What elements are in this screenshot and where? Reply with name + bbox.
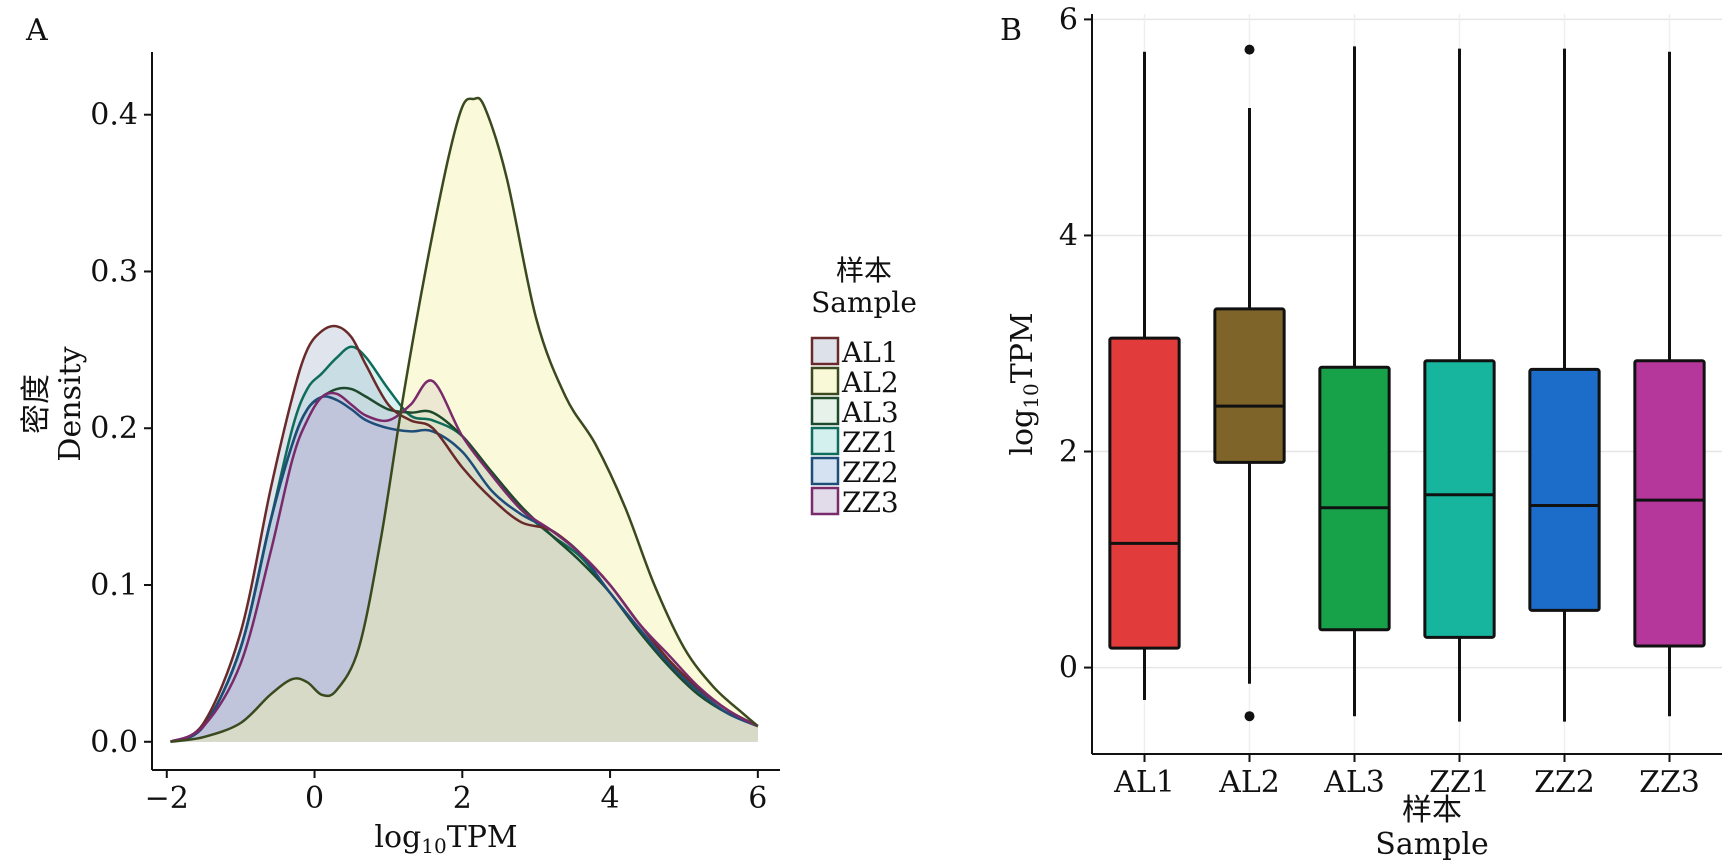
panel-a-y-axis-title-en: Density [53,346,88,461]
x-tick-label: 4 [601,781,620,816]
panel-b-x-ticks: AL1 AL2 AL3 ZZ1 ZZ2 ZZ3 [1113,754,1700,800]
density-line-al2 [170,96,759,744]
x-tick-label-zz1: ZZ1 [1429,765,1490,800]
legend-label-al1: AL1 [841,336,899,369]
legend-swatch-al1 [810,336,840,366]
box-zz1 [1423,359,1496,639]
box-al1 [1108,336,1181,650]
density-line-zz3 [169,379,759,743]
x-tick-label: −2 [145,781,189,816]
density-fill-zz2 [170,396,758,742]
density-fill-al2 [170,97,758,742]
legend-label-zz2: ZZ2 [842,456,899,489]
box-zz3 [1633,359,1706,648]
legend-swatch-zz3 [810,486,840,516]
svg-text:log10TPM: log10TPM [1005,312,1043,455]
y-tick-label: 2 [1059,435,1078,470]
density-fill-zz3 [170,380,758,742]
legend-label-zz3: ZZ3 [842,486,899,519]
y-tick-label: 0.4 [90,98,138,133]
panel-a-y-axis-title: 密度 Density [19,346,88,461]
density-fill-al3 [170,388,758,742]
box-al3 [1318,365,1391,632]
outlier-al2 [1244,711,1255,722]
density-line-zz2 [169,395,759,743]
panel-a-x-ticks: −2 0 2 4 6 [145,770,767,816]
legend-label-zz1: ZZ1 [842,426,899,459]
panel-b-label: B [1000,13,1022,48]
x-tick-label: 0 [305,781,324,816]
legend-swatch-al3 [810,396,840,426]
density-plot-area [169,96,759,744]
legend-label-al2: AL2 [841,366,899,399]
box-al2 [1213,307,1286,464]
y-tick-label: 0 [1059,651,1078,686]
density-fill-zz1 [170,346,758,742]
x-tick-label: 2 [453,781,472,816]
x-tick-label-zz2: ZZ2 [1534,765,1595,800]
panel-a-y-axis-title-zh: 密度 [19,374,54,434]
x-tick-label-al1: AL1 [1113,765,1175,800]
panel-b-gridlines [1092,14,1722,754]
panel-b-x-axis-title-zh: 样本 [1402,793,1462,828]
panel-b-x-axis-title-en: Sample [1375,827,1488,862]
y-tick-label: 0.2 [90,411,138,446]
panel-a-label: A [25,13,48,48]
y-tick-label: 0.0 [90,725,138,760]
x-tick-label-al3: AL3 [1323,765,1385,800]
box-plot-area [1108,44,1706,722]
legend-title-zh: 样本 [836,254,892,287]
y-tick-label: 6 [1059,2,1078,37]
legend-label-al3: AL3 [841,396,899,429]
outlier-al2 [1244,44,1255,55]
panel-a-y-ticks: 0.0 0.1 0.2 0.3 0.4 [90,98,152,760]
legend-swatch-zz2 [810,456,840,486]
box-zz2 [1528,367,1601,612]
x-tick-label-zz3: ZZ3 [1639,765,1700,800]
legend-swatch-zz1 [810,426,840,456]
y-tick-label: 0.1 [90,568,138,603]
y-tick-label: 4 [1059,218,1078,253]
y-tick-label: 0.3 [90,254,138,289]
panel-a-x-axis-title: log10TPM [374,820,517,858]
legend-title-en: Sample [811,286,917,319]
x-tick-label: 6 [748,781,767,816]
x-tick-label-al2: AL2 [1218,765,1280,800]
density-fill-al1 [170,326,758,742]
legend-swatch-al2 [810,366,840,396]
panel-b-y-axis-title: log10TPM [1005,312,1043,455]
panel-b-y-ticks: 0 2 4 6 [1059,2,1092,686]
